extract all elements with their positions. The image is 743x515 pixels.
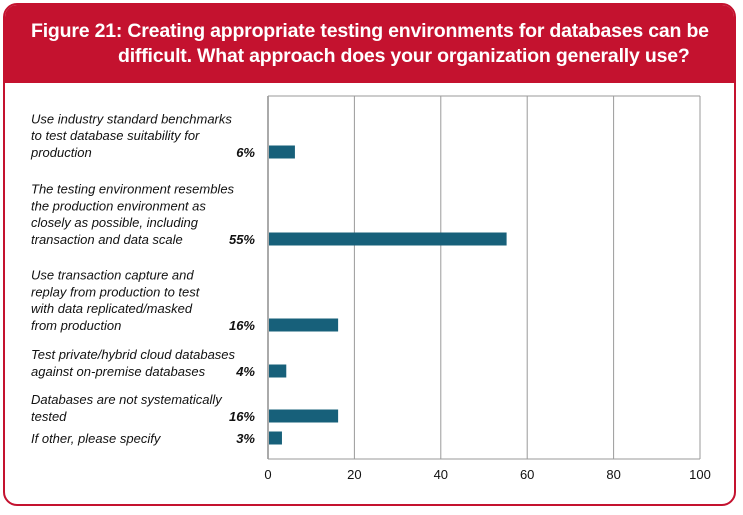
- x-tick-label: 60: [520, 467, 534, 482]
- value-label: 16%: [229, 409, 255, 424]
- category-label: against on-premise databases: [31, 364, 206, 379]
- value-label: 55%: [229, 232, 255, 247]
- bar: [269, 232, 507, 246]
- category-label: If other, please specify: [31, 431, 162, 446]
- category-label: with data replicated/masked: [31, 301, 193, 316]
- figure-title: Figure 21: Creating appropriate testing …: [31, 19, 711, 69]
- value-label: 3%: [236, 431, 255, 446]
- category-label: Databases are not systematically: [31, 392, 223, 407]
- x-tick-label: 80: [606, 467, 620, 482]
- figure-title-line-2: difficult. What approach does your organ…: [118, 45, 690, 67]
- category-label: the production environment as: [31, 198, 206, 213]
- x-tick-label: 0: [264, 467, 271, 482]
- category-label: Test private/hybrid cloud databases: [31, 347, 236, 362]
- category-label: tested: [31, 409, 67, 424]
- bar: [269, 431, 282, 445]
- category-label: The testing environment resembles: [31, 182, 235, 197]
- category-label: closely as possible, including: [31, 215, 199, 230]
- figure-frame: Figure 21: Creating appropriate testing …: [3, 3, 736, 506]
- bar: [269, 409, 339, 423]
- bar: [269, 145, 295, 159]
- category-label: to test database suitability for: [31, 128, 200, 143]
- category-label: Use transaction capture and: [31, 268, 194, 283]
- figure-title-line-1: Figure 21: Creating appropriate testing …: [31, 20, 709, 42]
- value-label: 6%: [236, 145, 255, 160]
- x-tick-label: 40: [434, 467, 448, 482]
- category-label: replay from production to test: [31, 284, 201, 299]
- category-label: production: [30, 145, 92, 160]
- bar: [269, 364, 287, 378]
- x-tick-label: 100: [689, 467, 711, 482]
- bar: [269, 318, 339, 332]
- figure-header: Figure 21: Creating appropriate testing …: [5, 5, 734, 83]
- x-tick-label: 20: [347, 467, 361, 482]
- value-label: 16%: [229, 318, 255, 333]
- category-label: Use industry standard benchmarks: [31, 111, 232, 126]
- category-label: from production: [31, 318, 121, 333]
- category-label: transaction and data scale: [31, 232, 183, 247]
- value-label: 4%: [235, 364, 255, 379]
